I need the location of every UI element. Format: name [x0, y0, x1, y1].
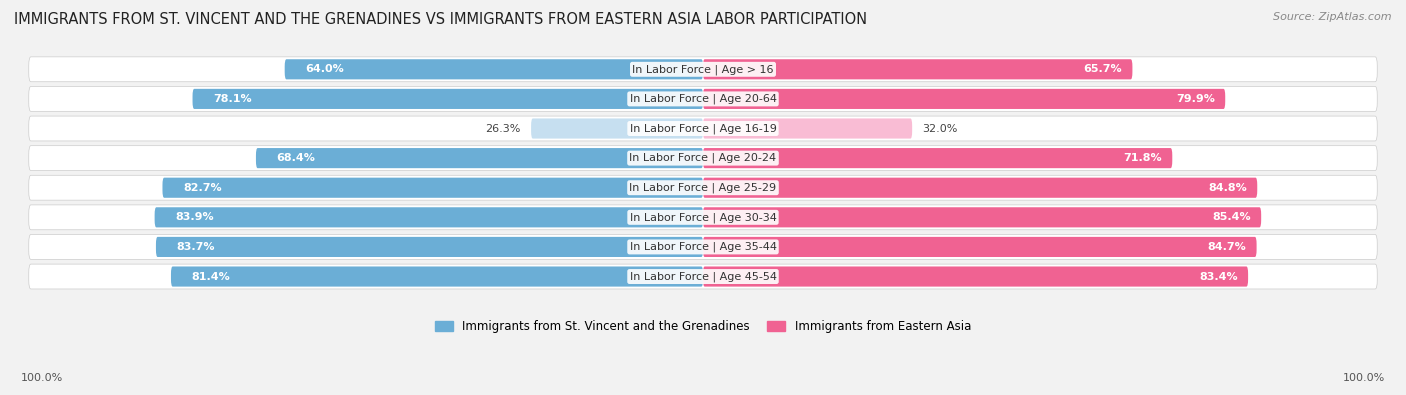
Text: 79.9%: 79.9% [1175, 94, 1215, 104]
FancyBboxPatch shape [155, 207, 703, 228]
Text: 26.3%: 26.3% [485, 124, 520, 134]
Text: In Labor Force | Age 30-34: In Labor Force | Age 30-34 [630, 212, 776, 222]
Text: 83.4%: 83.4% [1199, 271, 1237, 282]
FancyBboxPatch shape [703, 89, 1225, 109]
FancyBboxPatch shape [28, 264, 1378, 289]
Text: 83.7%: 83.7% [177, 242, 215, 252]
FancyBboxPatch shape [28, 146, 1378, 171]
FancyBboxPatch shape [284, 59, 703, 79]
FancyBboxPatch shape [28, 57, 1378, 82]
Text: 32.0%: 32.0% [922, 124, 957, 134]
Text: 84.7%: 84.7% [1208, 242, 1246, 252]
FancyBboxPatch shape [28, 116, 1378, 141]
FancyBboxPatch shape [703, 148, 1173, 168]
Text: In Labor Force | Age 45-54: In Labor Force | Age 45-54 [630, 271, 776, 282]
Text: 65.7%: 65.7% [1084, 64, 1122, 74]
Text: 71.8%: 71.8% [1123, 153, 1161, 163]
Text: In Labor Force | Age 20-64: In Labor Force | Age 20-64 [630, 94, 776, 104]
FancyBboxPatch shape [28, 175, 1378, 200]
FancyBboxPatch shape [531, 118, 703, 139]
FancyBboxPatch shape [172, 267, 703, 287]
Text: In Labor Force | Age 16-19: In Labor Force | Age 16-19 [630, 123, 776, 134]
FancyBboxPatch shape [256, 148, 703, 168]
Legend: Immigrants from St. Vincent and the Grenadines, Immigrants from Eastern Asia: Immigrants from St. Vincent and the Gren… [430, 315, 976, 338]
Text: 84.8%: 84.8% [1208, 183, 1247, 193]
Text: In Labor Force | Age 20-24: In Labor Force | Age 20-24 [630, 153, 776, 164]
Text: In Labor Force | Age 35-44: In Labor Force | Age 35-44 [630, 242, 776, 252]
Text: 64.0%: 64.0% [305, 64, 344, 74]
Text: 68.4%: 68.4% [277, 153, 315, 163]
Text: In Labor Force | Age 25-29: In Labor Force | Age 25-29 [630, 182, 776, 193]
Text: 100.0%: 100.0% [21, 373, 63, 383]
Text: 100.0%: 100.0% [1343, 373, 1385, 383]
FancyBboxPatch shape [703, 237, 1257, 257]
FancyBboxPatch shape [703, 118, 912, 139]
FancyBboxPatch shape [28, 87, 1378, 111]
FancyBboxPatch shape [703, 207, 1261, 228]
FancyBboxPatch shape [28, 205, 1378, 230]
Text: Source: ZipAtlas.com: Source: ZipAtlas.com [1274, 12, 1392, 22]
Text: 82.7%: 82.7% [183, 183, 222, 193]
Text: 85.4%: 85.4% [1212, 213, 1251, 222]
Text: In Labor Force | Age > 16: In Labor Force | Age > 16 [633, 64, 773, 75]
FancyBboxPatch shape [163, 178, 703, 198]
FancyBboxPatch shape [156, 237, 703, 257]
FancyBboxPatch shape [703, 59, 1132, 79]
Text: 81.4%: 81.4% [191, 271, 231, 282]
FancyBboxPatch shape [703, 267, 1249, 287]
Text: 83.9%: 83.9% [176, 213, 214, 222]
FancyBboxPatch shape [703, 178, 1257, 198]
Text: 78.1%: 78.1% [214, 94, 252, 104]
FancyBboxPatch shape [28, 235, 1378, 260]
FancyBboxPatch shape [193, 89, 703, 109]
Text: IMMIGRANTS FROM ST. VINCENT AND THE GRENADINES VS IMMIGRANTS FROM EASTERN ASIA L: IMMIGRANTS FROM ST. VINCENT AND THE GREN… [14, 12, 868, 27]
